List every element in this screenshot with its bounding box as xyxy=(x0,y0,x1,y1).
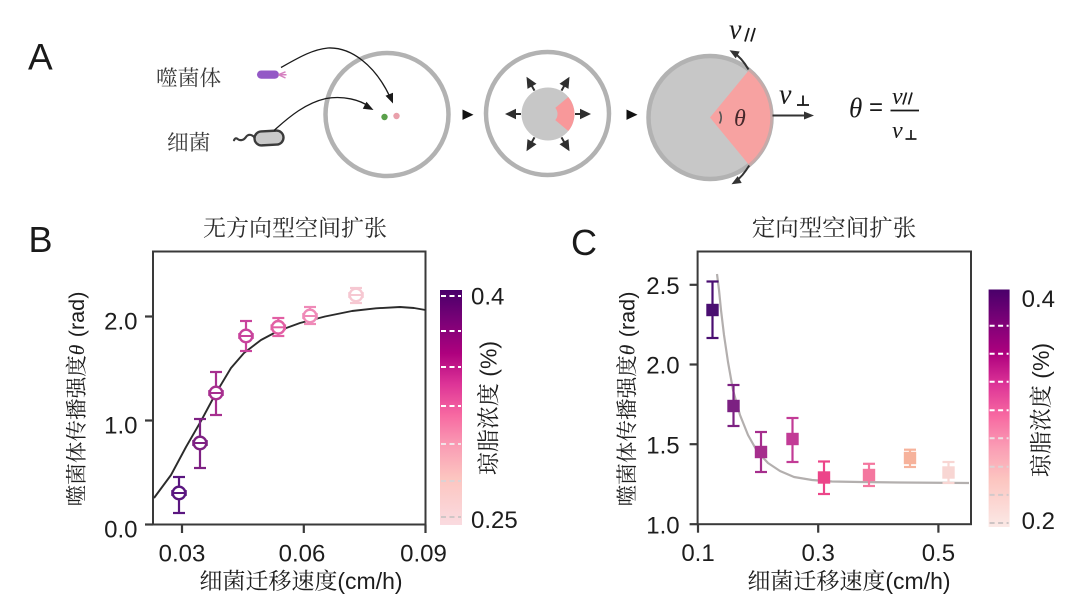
svg-text:1.0: 1.0 xyxy=(104,413,137,440)
svg-text:=: = xyxy=(869,94,883,121)
svg-text:0.4: 0.4 xyxy=(471,284,504,311)
svg-text:0.25: 0.25 xyxy=(471,507,518,534)
svg-text:θ: θ xyxy=(616,344,640,355)
svg-text:0.4: 0.4 xyxy=(1022,286,1055,313)
svg-text:B: B xyxy=(29,219,53,260)
svg-text:v: v xyxy=(892,84,903,110)
svg-text:(cm/h): (cm/h) xyxy=(885,568,950,594)
svg-text:1.5: 1.5 xyxy=(646,432,679,459)
svg-text:0.06: 0.06 xyxy=(279,541,326,568)
svg-text:0.5: 0.5 xyxy=(922,540,955,567)
svg-text:0.09: 0.09 xyxy=(400,541,447,568)
svg-text:(%): (%) xyxy=(476,341,502,383)
svg-text:(rad): (rad) xyxy=(615,292,640,344)
svg-text:0.3: 0.3 xyxy=(802,540,835,567)
svg-text:(rad): (rad) xyxy=(64,292,89,344)
svg-text:1.0: 1.0 xyxy=(646,512,679,539)
svg-text:2.5: 2.5 xyxy=(646,273,679,300)
svg-text:θ: θ xyxy=(65,344,89,355)
svg-text:(%): (%) xyxy=(1028,343,1054,385)
svg-text:0.03: 0.03 xyxy=(159,541,206,568)
svg-text:v: v xyxy=(779,80,792,111)
svg-text:θ: θ xyxy=(849,93,862,123)
svg-text:v: v xyxy=(729,15,742,46)
svg-text:0.2: 0.2 xyxy=(1022,508,1055,535)
svg-text:(cm/h): (cm/h) xyxy=(337,568,402,594)
svg-text:θ: θ xyxy=(734,106,746,132)
svg-text:0.0: 0.0 xyxy=(104,517,137,544)
svg-text:0.1: 0.1 xyxy=(681,540,714,567)
svg-text:2.0: 2.0 xyxy=(104,309,137,336)
svg-text:A: A xyxy=(28,37,53,78)
svg-text:v: v xyxy=(892,118,903,144)
svg-text:C: C xyxy=(571,222,597,263)
svg-text:2.0: 2.0 xyxy=(646,353,679,380)
